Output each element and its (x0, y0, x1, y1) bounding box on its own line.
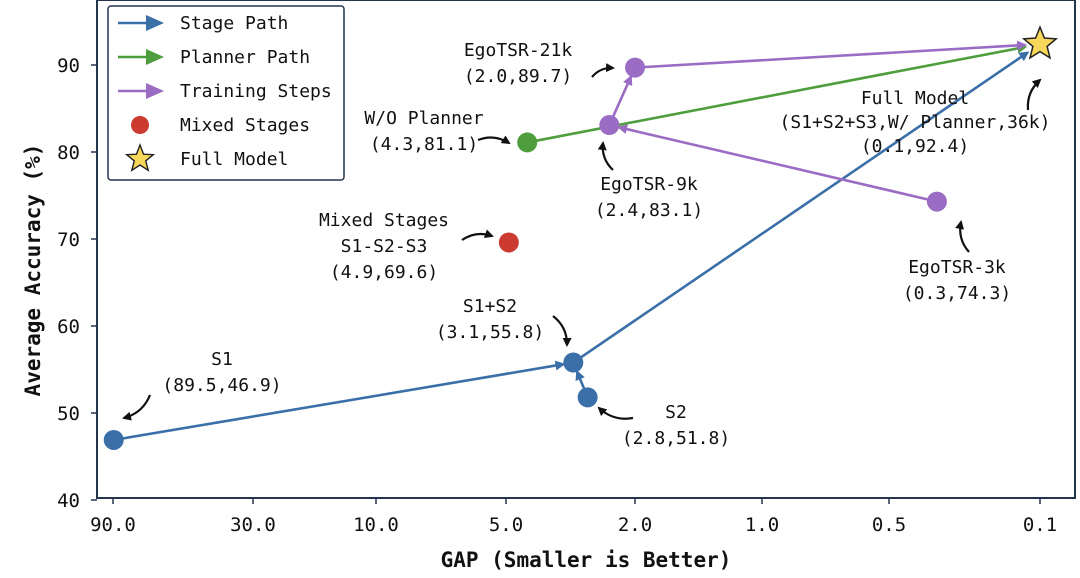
annotation-arrow-ego9k (597, 141, 614, 171)
annotation-s1: S1 (89.5,46.9) (162, 349, 281, 396)
y-tick-label: 60 (57, 316, 80, 338)
x-tick-label: 30.0 (230, 514, 276, 536)
annotation-arrow-ego3k (955, 220, 970, 253)
annotation-full: Full Model (S1+S2+S3,W/ Planner,36k) (0.1,… (780, 88, 1051, 157)
point-full (1021, 25, 1059, 60)
legend-label: Mixed Stages (180, 115, 310, 136)
legend-star-icon (124, 143, 156, 172)
x-tick-label: 1.0 (745, 514, 779, 536)
legend-arrow-head-icon (146, 49, 164, 65)
annotation-line: EgoTSR-3k (908, 257, 1006, 278)
annotation-arrow-full (1026, 78, 1042, 111)
annotation-s1s2: S1+S2 (3.1,55.8) (436, 296, 544, 343)
annotation-line: (2.4,83.1) (595, 200, 703, 221)
annotation-line: W/O Planner (364, 108, 483, 129)
annotation-line: S1 (211, 349, 233, 370)
y-axis-title: Average Accuracy (%) (21, 144, 45, 397)
annotation-ego9k: EgoTSR-9k (2.4,83.1) (595, 174, 703, 221)
y-tick-label: 40 (57, 490, 80, 512)
legend-item: Full Model (124, 143, 288, 172)
x-tick-label: 0.5 (872, 514, 906, 536)
legend-item: Mixed Stages (131, 115, 310, 136)
legend-label: Stage Path (180, 13, 288, 34)
legend-item: Stage Path (118, 13, 288, 34)
legend-label: Planner Path (180, 47, 310, 68)
y-tick-label: 70 (57, 229, 80, 251)
annotation-line: (S1+S2+S3,W/ Planner,36k) (780, 112, 1051, 133)
path-arrow-ego9k-to-ego21k (610, 74, 633, 121)
x-axis-title: GAP (Smaller is Better) (441, 548, 732, 572)
x-tick-label: 2.0 (618, 514, 652, 536)
point-s1s2 (563, 352, 584, 373)
annotation-woplanner: W/O Planner (4.3,81.1) (364, 108, 483, 155)
annotation-line: EgoTSR-21k (464, 40, 573, 61)
point-ego9k (599, 115, 620, 136)
annotation-arrow-woplanner (477, 135, 511, 145)
annotation-line: (4.9,69.6) (330, 262, 438, 283)
annotation-line: (2.0,89.7) (464, 66, 572, 87)
annotation-s2: S2 (2.8,51.8) (622, 402, 730, 449)
x-tick-label: 5.0 (489, 514, 523, 536)
point-s2 (577, 387, 598, 408)
path-arrow-s1-to-s1s2 (119, 360, 566, 441)
annotation-line: Full Model (861, 88, 969, 109)
point-ego21k (625, 57, 645, 78)
x-tick-label: 10.0 (353, 514, 399, 536)
legend-arrow-head-icon (146, 15, 164, 31)
point-woplanner (517, 132, 538, 153)
legend-circle-icon (131, 116, 149, 134)
annotation-arrow-s1 (122, 394, 152, 421)
annotation-arrow-ego21k (591, 63, 615, 78)
legend-box (107, 5, 345, 181)
points-layer (103, 25, 1059, 450)
point-mixed (498, 232, 519, 253)
legend-label: Full Model (180, 149, 288, 170)
annotation-arrow-s2 (597, 406, 634, 420)
point-ego3k (926, 191, 947, 212)
path-arrow-s1s2-to-full (577, 51, 1030, 361)
annotation-ego3k: EgoTSR-3k (0.3,74.3) (903, 257, 1011, 304)
legend-item: Training Steps (118, 81, 332, 102)
annotation-line: S1-S2-S3 (341, 236, 428, 257)
y-tick-label: 80 (57, 142, 80, 164)
x-tick-label: 0.1 (1023, 514, 1057, 536)
legend: Stage Path Planner Path Training Steps Mixe… (107, 5, 345, 181)
x-tick-label: 90.0 (90, 514, 136, 536)
annotation-line: (3.1,55.8) (436, 322, 544, 343)
legend-label: Training Steps (180, 81, 332, 102)
annotations-layer: S1 (89.5,46.9) S2 (2.8,51.8) S1+S2 (3.1,55.8)… (122, 40, 1051, 449)
annotation-arrow-s1s2 (552, 315, 572, 347)
point-s1 (103, 429, 124, 450)
annotation-line: S1+S2 (463, 296, 517, 317)
annotation-line: S2 (665, 402, 687, 423)
annotation-mixed: Mixed Stages S1-S2-S3 (4.9,69.6) (319, 210, 449, 283)
y-tick-label: 50 (57, 403, 80, 425)
path-arrow-ego3k-to-ego9k (617, 124, 932, 202)
annotation-line: (0.3,74.3) (903, 283, 1011, 304)
annotation-line: EgoTSR-9k (600, 174, 698, 195)
annotation-line: (89.5,46.9) (162, 375, 281, 396)
legend-item: Planner Path (118, 47, 310, 68)
plot-frame (96, 0, 1076, 499)
annotation-line: (4.3,81.1) (370, 134, 478, 155)
annotation-line: (0.1,92.4) (861, 136, 969, 157)
annotation-arrow-mixed (461, 229, 494, 241)
legend-arrow-head-icon (146, 83, 164, 99)
annotation-ego21k: EgoTSR-21k (2.0,89.7) (464, 40, 573, 87)
path-arrow-ego21k-to-full (640, 40, 1028, 69)
y-tick-label: 90 (57, 55, 80, 77)
ticks-layer: 90.0 30.0 10.0 5.0 2.0 1.0 0.5 0.1 40 50 60 70 80 90 (57, 55, 1057, 536)
annotation-line: Mixed Stages (319, 210, 449, 231)
annotation-line: (2.8,51.8) (622, 428, 730, 449)
